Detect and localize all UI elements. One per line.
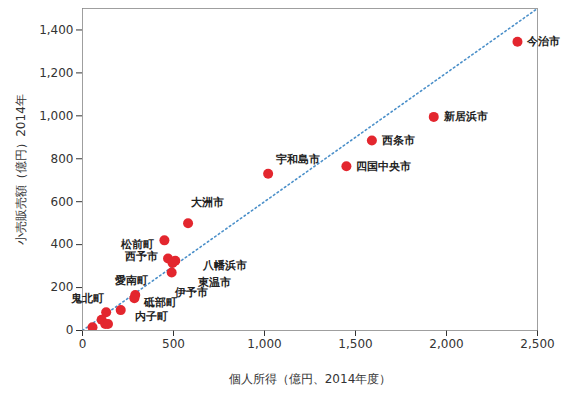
svg-text:松前町: 松前町 [120,238,154,251]
svg-text:個人所得（億円、2014年度）: 個人所得（億円、2014年度） [229,372,392,386]
svg-text:小売販売額（億円）2014年: 小売販売額（億円）2014年 [14,94,28,245]
svg-text:四国中央市: 四国中央市 [356,160,411,173]
svg-text:0: 0 [79,337,87,351]
svg-text:砥部町: 砥部町 [143,296,177,309]
svg-text:200: 200 [51,280,74,294]
svg-text:今治市: 今治市 [526,35,560,48]
svg-text:西予市: 西予市 [124,250,158,263]
svg-text:1,500: 1,500 [338,337,372,351]
svg-text:西条市: 西条市 [381,134,415,147]
svg-text:1,000: 1,000 [247,337,281,351]
svg-text:東温市: 東温市 [197,276,231,290]
svg-text:大洲市: 大洲市 [191,196,224,209]
svg-text:宇和島市: 宇和島市 [276,153,320,166]
svg-text:0: 0 [66,323,74,337]
svg-text:400: 400 [51,237,74,251]
svg-text:愛南町: 愛南町 [115,274,148,287]
svg-text:500: 500 [162,337,185,351]
svg-text:新居浜市: 新居浜市 [443,110,488,123]
svg-text:1,400: 1,400 [39,23,73,37]
svg-text:伊予市: 伊予市 [174,286,208,299]
svg-text:1,200: 1,200 [39,66,73,80]
svg-text:800: 800 [51,152,74,166]
svg-text:2,500: 2,500 [520,337,554,351]
svg-text:600: 600 [51,195,74,209]
svg-text:鬼北町: 鬼北町 [70,292,104,305]
svg-text:1,000: 1,000 [39,109,73,123]
svg-text:八幡浜市: 八幡浜市 [202,259,247,272]
svg-text:2,000: 2,000 [429,337,463,351]
svg-text:内子町: 内子町 [135,310,168,323]
